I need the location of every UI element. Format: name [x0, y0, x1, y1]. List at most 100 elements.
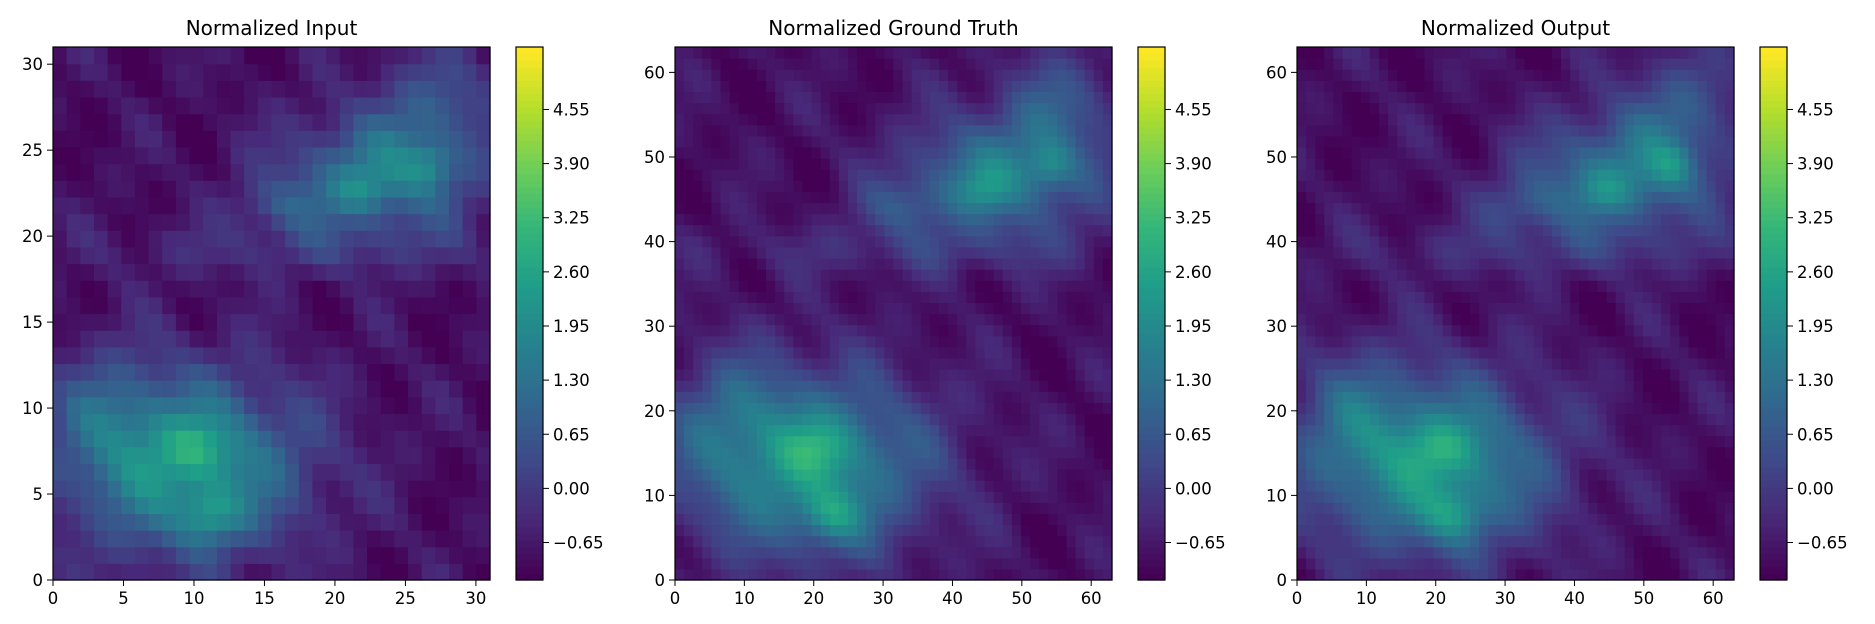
heatmap-cell [820, 69, 831, 81]
heatmap-cell [929, 502, 940, 514]
heatmap-cell [1351, 302, 1362, 315]
heatmap-cell [939, 80, 949, 93]
heatmap-cell [802, 313, 813, 326]
colorbar-band [516, 213, 543, 221]
heatmap-cell [784, 58, 794, 70]
heatmap-cell [1306, 257, 1316, 270]
heatmap-cell [756, 369, 767, 381]
heatmap-cell [244, 463, 259, 481]
heatmap-cell [1515, 369, 1526, 381]
heatmap-cell [408, 130, 423, 148]
heatmap-cell [421, 63, 436, 81]
heatmap-cell [1360, 369, 1371, 381]
heatmap-cell [793, 457, 804, 470]
heatmap-cell [811, 324, 822, 337]
heatmap-cell [1551, 413, 1562, 426]
heatmap-cell [675, 257, 685, 270]
heatmap-cell [80, 430, 95, 448]
heatmap-cell [902, 557, 913, 570]
heatmap-cell [476, 96, 491, 115]
heatmap-cell [829, 180, 840, 192]
heatmap-cell [1306, 191, 1316, 204]
heatmap-cell [1324, 213, 1335, 226]
heatmap-cell [893, 169, 904, 181]
heatmap-cell [1020, 246, 1031, 259]
heatmap-cell [811, 380, 822, 392]
heatmap-cell [175, 363, 191, 381]
heatmap-cell [1515, 169, 1526, 181]
heatmap-cell [693, 457, 703, 470]
heatmap-cell [829, 568, 840, 581]
heatmap-cell [1524, 113, 1535, 126]
heatmap-cell [820, 302, 831, 315]
heatmap-cell [1451, 480, 1462, 492]
heatmap-cell [1351, 435, 1362, 448]
heatmap-cell [702, 413, 713, 426]
heatmap-cell [1297, 468, 1307, 481]
heatmap-cell [1351, 546, 1362, 559]
heatmap-cell [1488, 457, 1498, 470]
heatmap-cell [847, 535, 858, 548]
heatmap-cell [993, 313, 1004, 326]
heatmap-cell [66, 246, 81, 265]
heatmap-cell [1497, 280, 1507, 292]
heatmap-cell [866, 557, 876, 570]
heatmap-cell [1297, 47, 1307, 59]
heatmap-cell [1442, 224, 1453, 237]
heatmap-cell [838, 391, 849, 403]
colorbar-band [1138, 186, 1165, 195]
heatmap-cell [1433, 457, 1444, 470]
heatmap-cell [820, 513, 831, 526]
heatmap-cell [298, 530, 314, 548]
heatmap-cell [975, 513, 986, 526]
heatmap-cell [847, 446, 858, 459]
heatmap-cell [1515, 324, 1526, 337]
heatmap-cell [339, 246, 355, 265]
colorbar-band [1138, 573, 1165, 581]
heatmap-cell [1102, 502, 1113, 514]
heatmap-cell [1057, 435, 1068, 448]
heatmap-cell [203, 363, 218, 381]
heatmap-cell [1488, 357, 1498, 370]
heatmap-cell [1333, 280, 1344, 292]
heatmap-cell [1048, 180, 1058, 192]
heatmap-cell [107, 363, 122, 381]
axes-frame [674, 46, 1113, 581]
heatmap-cell [993, 491, 1004, 503]
heatmap-cell [339, 313, 355, 331]
heatmap-cell [298, 446, 314, 465]
heatmap-cell [775, 369, 785, 381]
heatmap-cell [984, 557, 995, 570]
heatmap-cell [1497, 47, 1507, 59]
heatmap-cell [203, 296, 218, 315]
heatmap-cell [1460, 568, 1471, 581]
heatmap-cell [802, 58, 813, 70]
colorbar-band [1138, 420, 1165, 428]
heatmap-cell [802, 424, 813, 437]
heatmap-cell [244, 80, 259, 98]
heatmap-cell [857, 135, 867, 148]
heatmap-cell [203, 230, 218, 248]
heatmap-cell [847, 313, 858, 326]
heatmap-cell [1297, 446, 1307, 459]
heatmap-cell [66, 113, 81, 131]
heatmap-cell [911, 324, 922, 337]
heatmap-cell [326, 413, 341, 431]
heatmap-cell [162, 480, 177, 498]
heatmap-cell [1397, 446, 1407, 459]
heatmap-cell [1002, 169, 1013, 181]
heatmap-cell [1011, 457, 1022, 470]
heatmap-cell [1093, 502, 1104, 514]
heatmap-cell [408, 513, 423, 531]
heatmap-cell [675, 468, 685, 481]
heatmap-cell [884, 202, 895, 215]
heatmap-cell [939, 380, 949, 392]
heatmap-cell [1506, 413, 1517, 426]
heatmap-cell [948, 435, 958, 448]
heatmap-cell [747, 113, 758, 126]
heatmap-cell [957, 158, 967, 170]
heatmap-cell [793, 557, 804, 570]
heatmap-cell [802, 446, 813, 459]
heatmap-cell [230, 546, 245, 564]
heatmap-cell [162, 246, 177, 265]
